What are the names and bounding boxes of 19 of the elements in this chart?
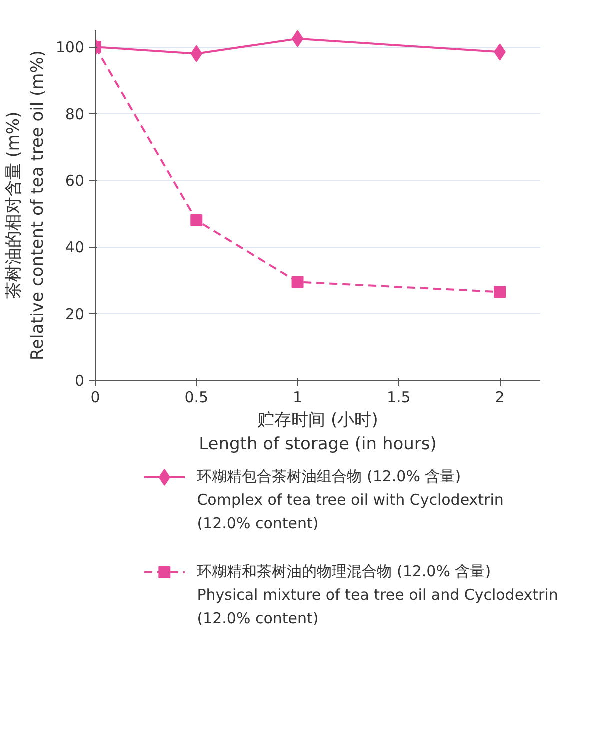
y-tick-label: 60 [65,172,85,190]
x-tick-label: 2 [495,388,505,406]
y-tick-label: 80 [65,105,85,124]
y-tick-label: 40 [65,238,85,257]
point [190,214,203,226]
point [292,276,304,288]
x-axis-title: 贮存时间 (小时) Length of storage (in hours) [199,410,437,454]
x-tick-label: 0.5 [184,388,209,406]
point [292,30,304,48]
x-tick-label: 1 [293,388,303,406]
point [494,286,506,298]
y-tick-label: 100 [56,38,85,57]
x-tick-label: 1.5 [386,388,411,406]
y-tick-label: 20 [65,305,85,324]
x-tick-label: 0 [90,388,100,406]
y-axis-title: 茶树油的相对含量 (m%) Relative content of tea tree oil (m%) [4,50,48,361]
legend-label: 环糊精包合茶树油组合物 (12.0% 含量) Complex of tea tree oil with Cyclodextrin (12.0% content) [197,468,504,532]
y-tick-label: 0 [74,372,85,390]
legend-label: 环糊精和茶树油的物理混合物 (12.0% 含量) Physical mixture of tea tree oil and Cyclodextrin (12.0% content) [197,562,558,628]
